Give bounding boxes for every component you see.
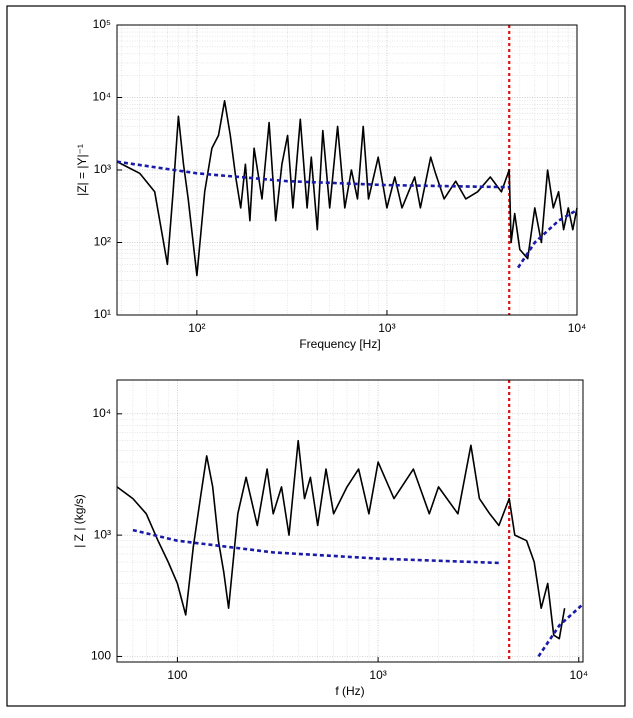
y-axis-label: | Z | (kg/s) xyxy=(72,494,86,548)
outer-frame xyxy=(6,5,626,707)
series-line xyxy=(116,160,578,269)
x-axis-label: Frequency [Hz] xyxy=(299,337,380,351)
x-tick-label: 10⁴ xyxy=(568,321,587,335)
y-tick-label: 10³ xyxy=(94,162,111,176)
x-axis-label: f (Hz) xyxy=(335,684,364,698)
x-tick-label: 10⁴ xyxy=(569,668,588,682)
series-line xyxy=(132,528,584,658)
y-tick-label: 10¹ xyxy=(94,307,111,321)
x-tick-label: 10³ xyxy=(369,668,386,682)
series-line xyxy=(116,100,578,277)
plot-frame xyxy=(116,379,584,663)
x-tick-label: 100 xyxy=(167,668,187,682)
y-tick-label: 100 xyxy=(91,649,111,663)
y-tick-label: 10⁴ xyxy=(92,90,111,104)
y-tick-label: 10⁵ xyxy=(93,17,111,31)
x-tick-label: 10³ xyxy=(378,321,395,335)
y-tick-label: 10³ xyxy=(94,527,111,541)
plot-frame xyxy=(116,24,578,316)
x-tick-label: 10² xyxy=(188,321,205,335)
y-tick-label: 10⁴ xyxy=(92,406,111,420)
y-tick-label: 10² xyxy=(94,235,111,249)
y-axis-label: |Z| = |Y|⁻¹ xyxy=(75,144,89,196)
series-line xyxy=(116,439,566,640)
